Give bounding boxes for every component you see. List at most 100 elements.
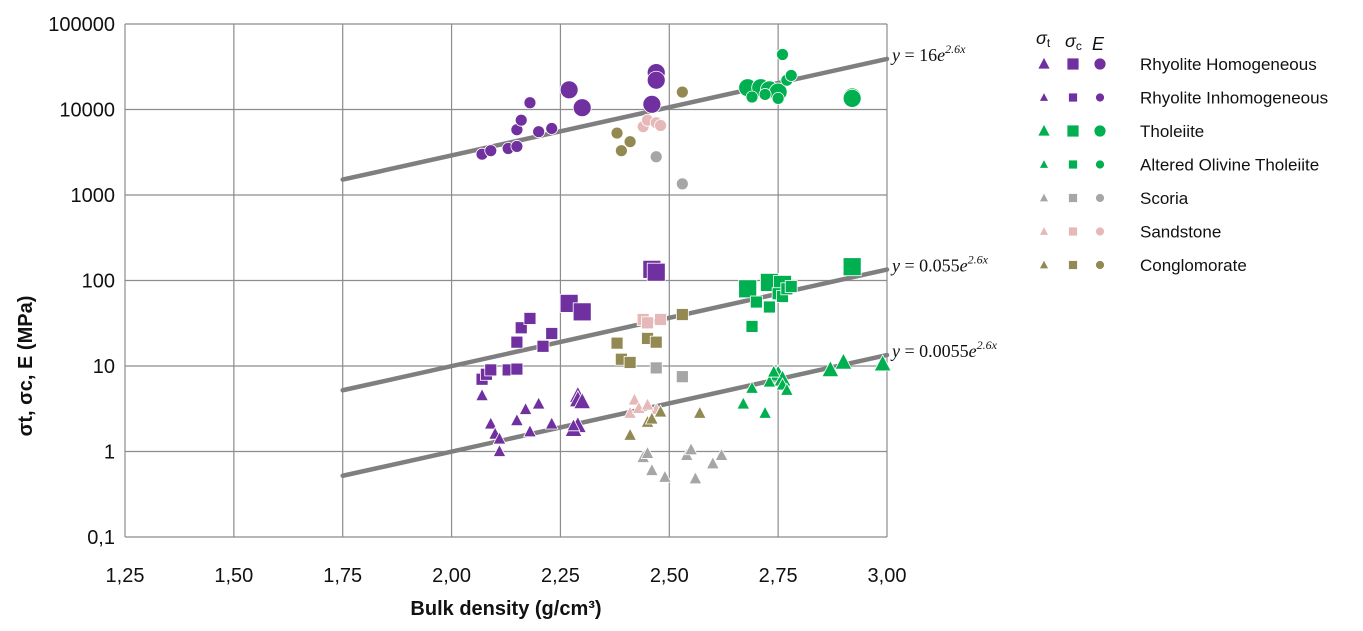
legend-circle-icon bbox=[1095, 159, 1105, 170]
x-tick-label: 2,50 bbox=[650, 565, 689, 587]
tensile-strength-point bbox=[766, 364, 781, 378]
compressive-strength-point bbox=[842, 257, 862, 277]
legend-triangle-icon bbox=[1038, 158, 1050, 169]
x-tick-label: 2,00 bbox=[432, 565, 471, 587]
compressive-strength-point bbox=[510, 362, 524, 376]
tensile-strength-point bbox=[779, 382, 794, 396]
legend-circle-icon bbox=[1095, 193, 1105, 203]
legend-header: σt σc E bbox=[1036, 28, 1105, 54]
compressive-strength-point bbox=[649, 361, 663, 375]
compressive-strength-point bbox=[654, 313, 667, 326]
compressive-strength-point bbox=[641, 316, 654, 330]
compressive-strength-point bbox=[675, 308, 689, 321]
youngs-modulus-point bbox=[758, 88, 772, 101]
legend-square-icon bbox=[1066, 57, 1080, 71]
tensile-strength-point bbox=[573, 391, 592, 410]
legend-square-icon bbox=[1068, 193, 1078, 203]
tensile-strength-point bbox=[640, 397, 655, 411]
tensile-strength-point bbox=[705, 455, 720, 470]
tensile-strength-point bbox=[684, 441, 699, 456]
legend-circle-icon bbox=[1095, 226, 1105, 237]
compressive-strength-point bbox=[610, 336, 624, 350]
tensile-strength-point bbox=[492, 443, 507, 457]
tensile-strength-point bbox=[714, 447, 729, 461]
youngs-modulus-point bbox=[514, 113, 528, 127]
legend-circle-icon bbox=[1095, 260, 1105, 270]
tensile-strength-point bbox=[745, 380, 759, 394]
tensile-strength-point bbox=[657, 469, 672, 483]
tensile-strength-point bbox=[483, 416, 498, 430]
legend-label: Tholeiite bbox=[1140, 122, 1204, 141]
tensile-strength-point bbox=[644, 411, 659, 425]
y-tick-label: 10 bbox=[93, 356, 115, 378]
y-tick-label: 100 bbox=[82, 271, 115, 293]
x-tick-label: 2,25 bbox=[541, 565, 580, 587]
x-tick-label: 1,75 bbox=[323, 565, 362, 587]
youngs-modulus-point bbox=[745, 90, 759, 104]
legend-triangle-icon bbox=[1038, 191, 1050, 203]
legend-square-icon bbox=[1068, 260, 1078, 270]
y-tick-label: 1 bbox=[104, 442, 115, 464]
tensile-strength-point bbox=[518, 401, 533, 415]
youngs-modulus-point bbox=[484, 144, 498, 158]
legend-triangle-icon bbox=[1037, 56, 1051, 70]
fit-equation-2: y = 0.055e2.6x bbox=[890, 253, 989, 276]
tensile-strength-point bbox=[873, 354, 892, 372]
youngs-modulus-point bbox=[545, 122, 559, 135]
legend-circle-icon bbox=[1095, 92, 1105, 103]
compressive-strength-point bbox=[738, 279, 758, 299]
youngs-modulus-point bbox=[649, 150, 663, 164]
youngs-modulus-point bbox=[646, 70, 666, 90]
legend-label: Sandstone bbox=[1140, 223, 1221, 242]
legend-triangle-icon bbox=[1037, 123, 1051, 137]
data-points bbox=[475, 48, 892, 485]
compressive-strength-point bbox=[745, 320, 759, 333]
tick-labels: 1,25 1,50 1,75 2,00 2,25 2,50 2,75 3,00 0,1 1 10 10… bbox=[48, 14, 906, 587]
legend-square-icon bbox=[1068, 226, 1078, 237]
youngs-modulus-point bbox=[654, 119, 667, 132]
compressive-strength-point bbox=[536, 339, 550, 353]
youngs-modulus-point bbox=[784, 69, 798, 82]
tensile-strength-point bbox=[653, 404, 668, 418]
tensile-strength-point bbox=[736, 396, 751, 410]
tensile-strength-point bbox=[566, 417, 581, 432]
tensile-strength-point bbox=[522, 424, 537, 438]
compressive-strength-point bbox=[545, 327, 559, 340]
x-tick-label: 1,50 bbox=[214, 565, 253, 587]
youngs-modulus-point bbox=[842, 88, 862, 108]
tensile-strength-point bbox=[644, 462, 659, 476]
compressive-strength-point bbox=[784, 280, 798, 293]
tensile-strength-point bbox=[623, 427, 638, 441]
youngs-modulus-point bbox=[675, 177, 689, 191]
fit-equations: y = 16e2.6x y = 0.055e2.6x y = 0.0055e2.6x bbox=[890, 42, 998, 361]
youngs-modulus-point bbox=[776, 48, 789, 61]
legend-circle-icon bbox=[1093, 57, 1107, 71]
legend-triangle-icon bbox=[1038, 258, 1050, 270]
legend-label: Scoria bbox=[1140, 189, 1189, 208]
tensile-strength-point bbox=[758, 405, 773, 419]
compressive-strength-point bbox=[572, 302, 592, 322]
legend-square-icon bbox=[1068, 159, 1078, 170]
y-tick-label: 100000 bbox=[48, 14, 115, 36]
compressive-strength-point bbox=[523, 312, 537, 325]
legend-label: Conglomorate bbox=[1140, 256, 1247, 275]
tensile-strength-point bbox=[834, 352, 853, 370]
x-tick-label: 3,00 bbox=[868, 565, 907, 587]
youngs-modulus-point bbox=[675, 85, 689, 99]
compressive-strength-point bbox=[646, 262, 666, 282]
youngs-modulus-point bbox=[642, 94, 662, 114]
youngs-modulus-point bbox=[510, 140, 524, 153]
youngs-modulus-point bbox=[559, 80, 579, 100]
compressive-strength-point bbox=[749, 295, 763, 309]
youngs-modulus-point bbox=[623, 135, 637, 149]
fit-lines bbox=[340, 56, 890, 478]
y-tick-label: 10000 bbox=[59, 100, 115, 122]
legend-triangle-icon bbox=[1038, 225, 1050, 236]
trend-line-3 bbox=[340, 352, 890, 478]
compressive-strength-point bbox=[763, 300, 776, 314]
compressive-strength-point bbox=[675, 370, 689, 384]
x-tick-label: 1,25 bbox=[106, 565, 145, 587]
legend-label: Altered Olivine Tholeiite bbox=[1140, 156, 1319, 175]
